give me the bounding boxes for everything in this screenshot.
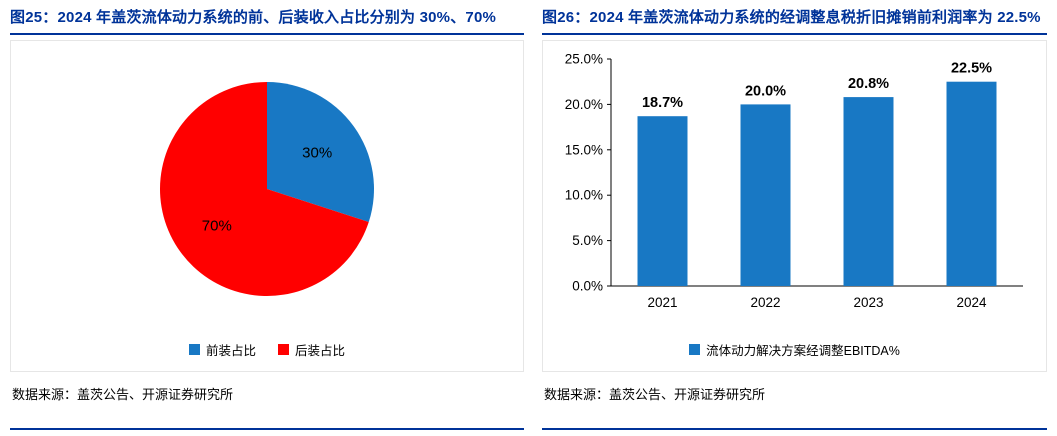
pie-data-label: 30% <box>302 145 332 162</box>
figure-25-title-rule <box>10 33 524 35</box>
figure-26-title: 图26：2024 年盖茨流体动力系统的经调整息税折旧摊销前利润率为 22.5% <box>542 9 1041 26</box>
legend-label: 流体动力解决方案经调整EBITDA% <box>706 344 900 358</box>
pie-slice-2 <box>159 82 369 296</box>
pie-chart: 30% 70% <box>159 82 374 296</box>
legend-swatch <box>188 344 200 355</box>
bar-2021 <box>637 116 688 286</box>
bar-data-label: 22.5% <box>951 61 992 77</box>
figure-26-bottom-rule <box>542 428 1047 430</box>
figure-26-section: 图26：2024 年盖茨流体动力系统的经调整息税折旧摊销前利润率为 22.5% … <box>542 6 1047 430</box>
x-category-label: 2021 <box>647 295 677 310</box>
y-tick-label: 15.0% <box>565 142 603 157</box>
legend-item: 流体动力解决方案经调整EBITDA% <box>689 340 900 359</box>
figure-25-section: 图25：2024 年盖茨流体动力系统的前、后装收入占比分别为 30%、70% 3… <box>10 6 524 430</box>
y-tick-label: 10.0% <box>565 188 603 203</box>
x-category-label: 2023 <box>853 295 883 310</box>
x-category-label: 2022 <box>750 295 780 310</box>
bar-2022 <box>740 104 791 287</box>
bar-data-label: 20.0% <box>745 83 786 99</box>
pie-chart-box: 30% 70% 前装占比 后装占比 <box>10 40 524 372</box>
bar-data-label: 20.8% <box>848 76 889 92</box>
x-category-label: 2024 <box>956 295 987 310</box>
legend-label: 前装占比 <box>205 344 256 358</box>
bar-2024 <box>946 81 997 286</box>
legend-swatch <box>278 344 289 355</box>
bar-data-label: 18.7% <box>642 95 683 111</box>
legend-item: 后装占比 <box>278 340 345 359</box>
pie-slice-1 <box>267 82 374 223</box>
bar-2023 <box>843 97 894 286</box>
legend-swatch <box>689 344 701 355</box>
figure-26-source: 数据来源：盖茨公告、开源证券研究所 <box>544 387 766 402</box>
figure-26-title-rule <box>542 33 1047 35</box>
bar-chart: 0.0% 5.0% 10.0% 15.0% 20.0% 25.0% 18.7% 2021 20.… <box>565 52 1023 310</box>
legend-item: 前装占比 <box>188 340 256 359</box>
pie-legend: 前装占比 后装占比 <box>11 340 523 371</box>
bar-chart-box: 0.0% 5.0% 10.0% 15.0% 20.0% 25.0% 18.7% 2021 20.… <box>542 40 1047 372</box>
figure-25-title: 图25：2024 年盖茨流体动力系统的前、后装收入占比分别为 30%、70% <box>10 9 497 26</box>
y-tick-label: 25.0% <box>565 52 603 67</box>
figure-25-bottom-rule <box>10 428 524 430</box>
bar-legend: 流体动力解决方案经调整EBITDA% <box>543 340 1046 371</box>
legend-label: 后装占比 <box>295 344 346 358</box>
y-tick-label: 20.0% <box>565 97 603 112</box>
y-tick-label: 5.0% <box>572 233 603 248</box>
pie-data-label: 70% <box>202 218 232 235</box>
y-tick-label: 0.0% <box>572 279 603 294</box>
figure-25-source: 数据来源：盖茨公告、开源证券研究所 <box>12 387 234 402</box>
